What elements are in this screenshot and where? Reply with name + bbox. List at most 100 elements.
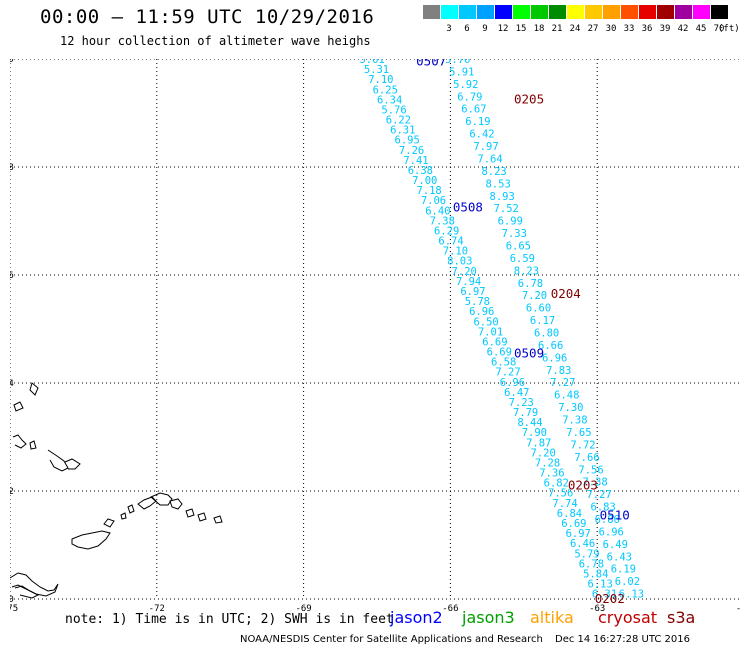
swh-point-jason2: 6.34 xyxy=(377,94,402,106)
swh-point-jason2: 6.25 xyxy=(373,84,398,96)
y-tick-label: 24 xyxy=(10,379,14,389)
island-outline xyxy=(169,498,183,510)
swh-point-s3a: 6.86 xyxy=(595,514,620,526)
x-tick-label: -75 xyxy=(10,604,18,614)
swh-point-jason2: 7.74 xyxy=(552,498,577,510)
swh-point-s3a: 6.59 xyxy=(510,253,535,265)
swh-point-jason2: 6.29 xyxy=(434,225,459,237)
swh-point-s3a: 7.83 xyxy=(546,365,571,377)
swh-point-jason2: 6.82 xyxy=(544,478,569,490)
swh-point-jason2: 7.20 xyxy=(530,447,555,459)
legend-swatch xyxy=(566,5,584,19)
swh-point-s3a: 6.96 xyxy=(542,352,567,364)
swh-point-jason2: 8.44 xyxy=(517,417,542,429)
legend-tick-label: 42 xyxy=(677,24,689,34)
legend-swatch xyxy=(476,5,494,19)
swh-point-jason2: 7.06 xyxy=(421,195,446,207)
y-tick-label: 26 xyxy=(10,271,14,281)
legend-swatch xyxy=(458,5,476,19)
swh-point-jason2: 5.79 xyxy=(574,548,599,560)
legend-unit: (ft) xyxy=(718,24,740,34)
legend-swatch xyxy=(638,5,656,19)
swh-point-s3a: 6.83 xyxy=(591,502,616,514)
legend-tick-label: 27 xyxy=(587,24,599,34)
swh-point-s3a: 7.30 xyxy=(558,402,583,414)
legend-tick-label: 70 xyxy=(713,24,725,34)
swh-point-jason2: 7.10 xyxy=(368,74,393,86)
swh-point-jason2: 6.38 xyxy=(408,165,433,177)
legend-tick-label: 21 xyxy=(551,24,563,34)
legend-tick-label: 9 xyxy=(482,24,488,34)
swh-point-jason2: 5.31 xyxy=(364,64,389,76)
swh-point-jason2: 7.41 xyxy=(403,155,428,167)
swh-point-jason2: 5.76 xyxy=(381,104,406,116)
island-outline xyxy=(47,449,69,472)
swh-point-jason2: 6.74 xyxy=(438,236,463,248)
legend-swatch xyxy=(494,5,512,19)
legend-tick-label: 3 xyxy=(446,24,452,34)
swh-point-s3a: 5.92 xyxy=(453,79,478,91)
island-outline xyxy=(29,382,39,396)
swh-point-s3a: 6.17 xyxy=(530,315,555,327)
swh-point-s3a: 7.97 xyxy=(473,141,498,153)
swh-point-s3a: 6.42 xyxy=(469,129,494,141)
swh-point-jason2: 7.28 xyxy=(535,457,560,469)
timestamp: Dec 14 16:27:28 UTC 2016 xyxy=(555,634,690,645)
island-outline xyxy=(150,492,173,506)
y-tick-label: 22 xyxy=(10,487,14,497)
swh-point-s3a: 7.27 xyxy=(586,489,611,501)
island-outline xyxy=(103,518,115,528)
grid xyxy=(10,59,740,600)
swh-point-s3a: 8.23 xyxy=(481,166,506,178)
coastline xyxy=(10,382,223,599)
swh-point-s3a: 6.99 xyxy=(498,216,523,228)
swh-point-s3a: 6.13 xyxy=(619,589,644,601)
swh-point-s3a: 7.27 xyxy=(550,377,575,389)
swh-point-jason2: 6.13 xyxy=(588,579,613,591)
swh-point-s3a: 6.19 xyxy=(465,116,490,128)
legend-swatch xyxy=(692,5,710,19)
island-outline xyxy=(213,515,223,524)
swh-point-jason2: 7.87 xyxy=(526,437,551,449)
swh-point-jason2: 5.78 xyxy=(465,296,490,308)
swh-point-s3a: 6.19 xyxy=(611,564,636,576)
footer-note: note: 1) Time is in UTC; 2) SWH is in fe… xyxy=(65,612,394,627)
legend-swatch xyxy=(440,5,458,19)
swh-point-jason2: 6.78 xyxy=(579,558,604,570)
swh-point-jason2: 7.10 xyxy=(443,246,468,258)
swh-point-jason2: 7.01 xyxy=(478,326,503,338)
y-tick-label: 30 xyxy=(10,59,14,65)
swh-point-jason2: 6.46 xyxy=(570,538,595,550)
swh-point-s3a: 6.96 xyxy=(599,526,624,538)
swh-point-s3a: 6.80 xyxy=(534,328,559,340)
x-tick-label: -63 xyxy=(589,604,605,614)
swh-point-jason2: 6.95 xyxy=(395,135,420,147)
legend-tick-label: 45 xyxy=(695,24,707,34)
island-outline xyxy=(71,530,111,550)
island-outline xyxy=(13,401,24,412)
swh-point-s3a: 5.91 xyxy=(449,66,474,78)
x-tick-label: -66 xyxy=(442,604,458,614)
swh-point-jason2: 6.40 xyxy=(425,205,450,217)
legend-swatch xyxy=(620,5,638,19)
chart-title: 00:00 – 11:59 UTC 10/29/2016 xyxy=(40,6,375,28)
swh-point-s3a: 6.78 xyxy=(518,278,543,290)
swh-point-s3a: 8.23 xyxy=(514,265,539,277)
swh-point-jason2: 7.23 xyxy=(509,397,534,409)
legend-tick-label: 30 xyxy=(605,24,617,34)
swh-point-s3a: 6.43 xyxy=(607,551,632,563)
pass-label: 0205 xyxy=(514,92,544,107)
swh-point-jason2: 7.94 xyxy=(456,276,481,288)
legend-swatch xyxy=(548,5,566,19)
wave-height-plot: 202224262830-75-72-69-66-63-60 5.615.317… xyxy=(10,59,740,614)
credit-text: NOAA/NESDIS Center for Satellite Applica… xyxy=(240,634,543,645)
island-outline xyxy=(197,512,207,522)
swh-point-s3a: 6.48 xyxy=(554,390,579,402)
legend-swatch xyxy=(656,5,674,19)
island-outline xyxy=(64,458,81,470)
swh-point-jason2: 6.96 xyxy=(500,377,525,389)
legend-tick-label: 18 xyxy=(533,24,545,34)
legend-swatch xyxy=(422,5,440,19)
swh-point-s3a: 7.56 xyxy=(578,464,603,476)
